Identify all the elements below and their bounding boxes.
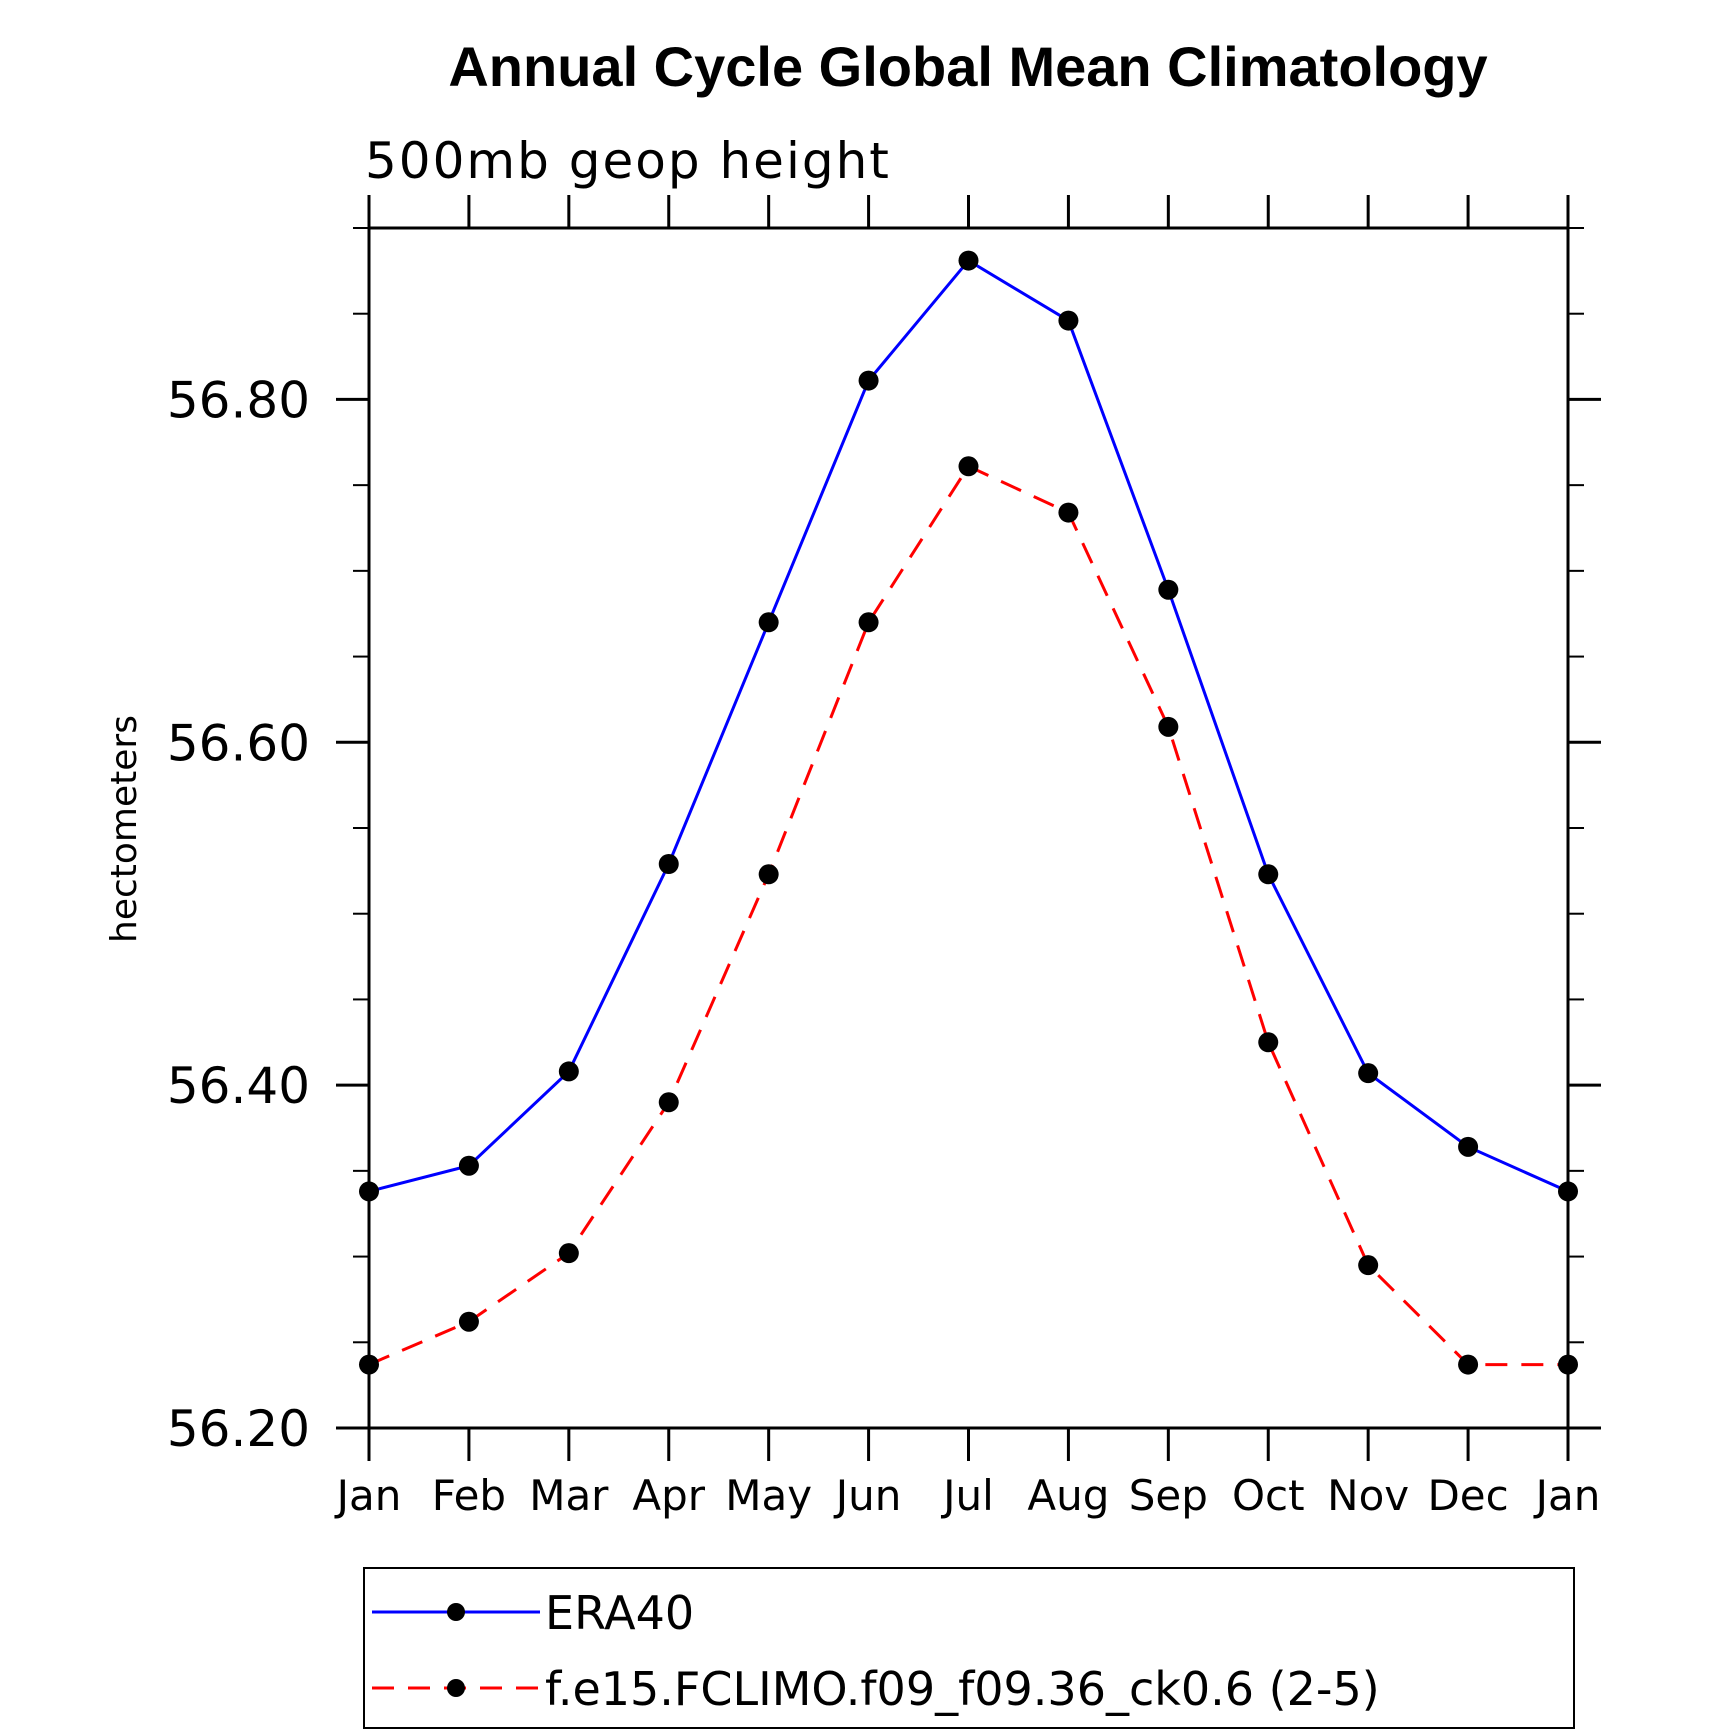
data-point	[458, 1311, 479, 1332]
data-point	[1458, 1354, 1479, 1375]
legend-entry-2: f.e15.FCLIMO.f09_f09.36_ck0.6 (2-5)	[372, 1662, 1380, 1716]
x-tick-label: Jul	[940, 1471, 994, 1520]
legend: ERA40 f.e15.FCLIMO.f09_f09.36_ck0.6 (2-5)	[363, 1567, 1575, 1729]
data-point	[1058, 502, 1079, 523]
y-tick-labels: 56.20 56.40 56.60 56.80	[167, 371, 310, 1458]
data-point	[758, 612, 779, 633]
y-tick-label: 56.40	[167, 1057, 310, 1115]
legend-box	[363, 1567, 1575, 1729]
chart-title: Annual Cycle Global Mean Climatology	[448, 35, 1487, 98]
series-1	[359, 250, 1578, 1202]
legend-marker	[447, 1679, 465, 1697]
x-tick-label: Jan	[334, 1471, 402, 1520]
x-tick-label: Dec	[1427, 1471, 1508, 1520]
data-point	[1358, 1063, 1379, 1084]
series-layer	[359, 250, 1578, 1375]
data-point	[958, 250, 979, 271]
data-point	[758, 864, 779, 885]
x-tick-label: Mar	[529, 1471, 609, 1520]
plot-axes	[336, 195, 1601, 1461]
x-tick-label: Nov	[1327, 1471, 1409, 1520]
plot-frame	[367, 226, 1570, 1430]
data-point	[1158, 716, 1179, 737]
data-point	[1458, 1136, 1479, 1157]
y-tick-label: 56.60	[167, 714, 310, 772]
data-point	[558, 1243, 579, 1264]
chart-subtitle: 500mb geop height	[365, 132, 891, 190]
x-tick-label: Aug	[1027, 1471, 1109, 1520]
series-2	[359, 456, 1578, 1375]
data-point	[858, 370, 879, 391]
data-point	[1558, 1181, 1578, 1202]
legend-label: f.e15.FCLIMO.f09_f09.36_ck0.6 (2-5)	[545, 1662, 1380, 1716]
data-point	[958, 456, 979, 477]
x-tick-label: May	[725, 1471, 812, 1520]
data-point	[658, 1092, 679, 1113]
y-tick-label: 56.80	[167, 371, 310, 429]
x-tick-label: Apr	[632, 1471, 705, 1520]
legend-marker	[447, 1603, 465, 1621]
series-line	[368, 258, 1569, 1193]
y-tick-label: 56.20	[167, 1400, 310, 1458]
data-point	[1158, 579, 1179, 600]
data-point	[359, 1181, 379, 1202]
legend-entry-1: ERA40	[372, 1586, 694, 1640]
x-tick-label: Sep	[1129, 1471, 1208, 1520]
x-tick-labels: Jan Feb Mar Apr May Jun Jul Aug Sep Oct Nov Dec Jan	[334, 1471, 1601, 1520]
data-point	[658, 854, 679, 874]
data-point	[1058, 310, 1079, 331]
data-point	[1258, 1032, 1279, 1053]
data-point	[558, 1061, 579, 1082]
x-tick-label: Jun	[833, 1471, 902, 1520]
x-tick-label: Jan	[1533, 1471, 1601, 1520]
x-tick-label: Oct	[1232, 1471, 1305, 1520]
data-point	[359, 1354, 379, 1375]
data-point	[458, 1155, 479, 1176]
data-point	[1558, 1354, 1578, 1375]
data-point	[1258, 864, 1279, 885]
legend-label: ERA40	[545, 1586, 694, 1640]
data-point	[1358, 1255, 1379, 1276]
x-tick-label: Feb	[432, 1471, 506, 1520]
data-point	[858, 612, 879, 633]
y-axis-label: hectometers	[104, 715, 145, 943]
series-line	[368, 464, 1568, 1367]
